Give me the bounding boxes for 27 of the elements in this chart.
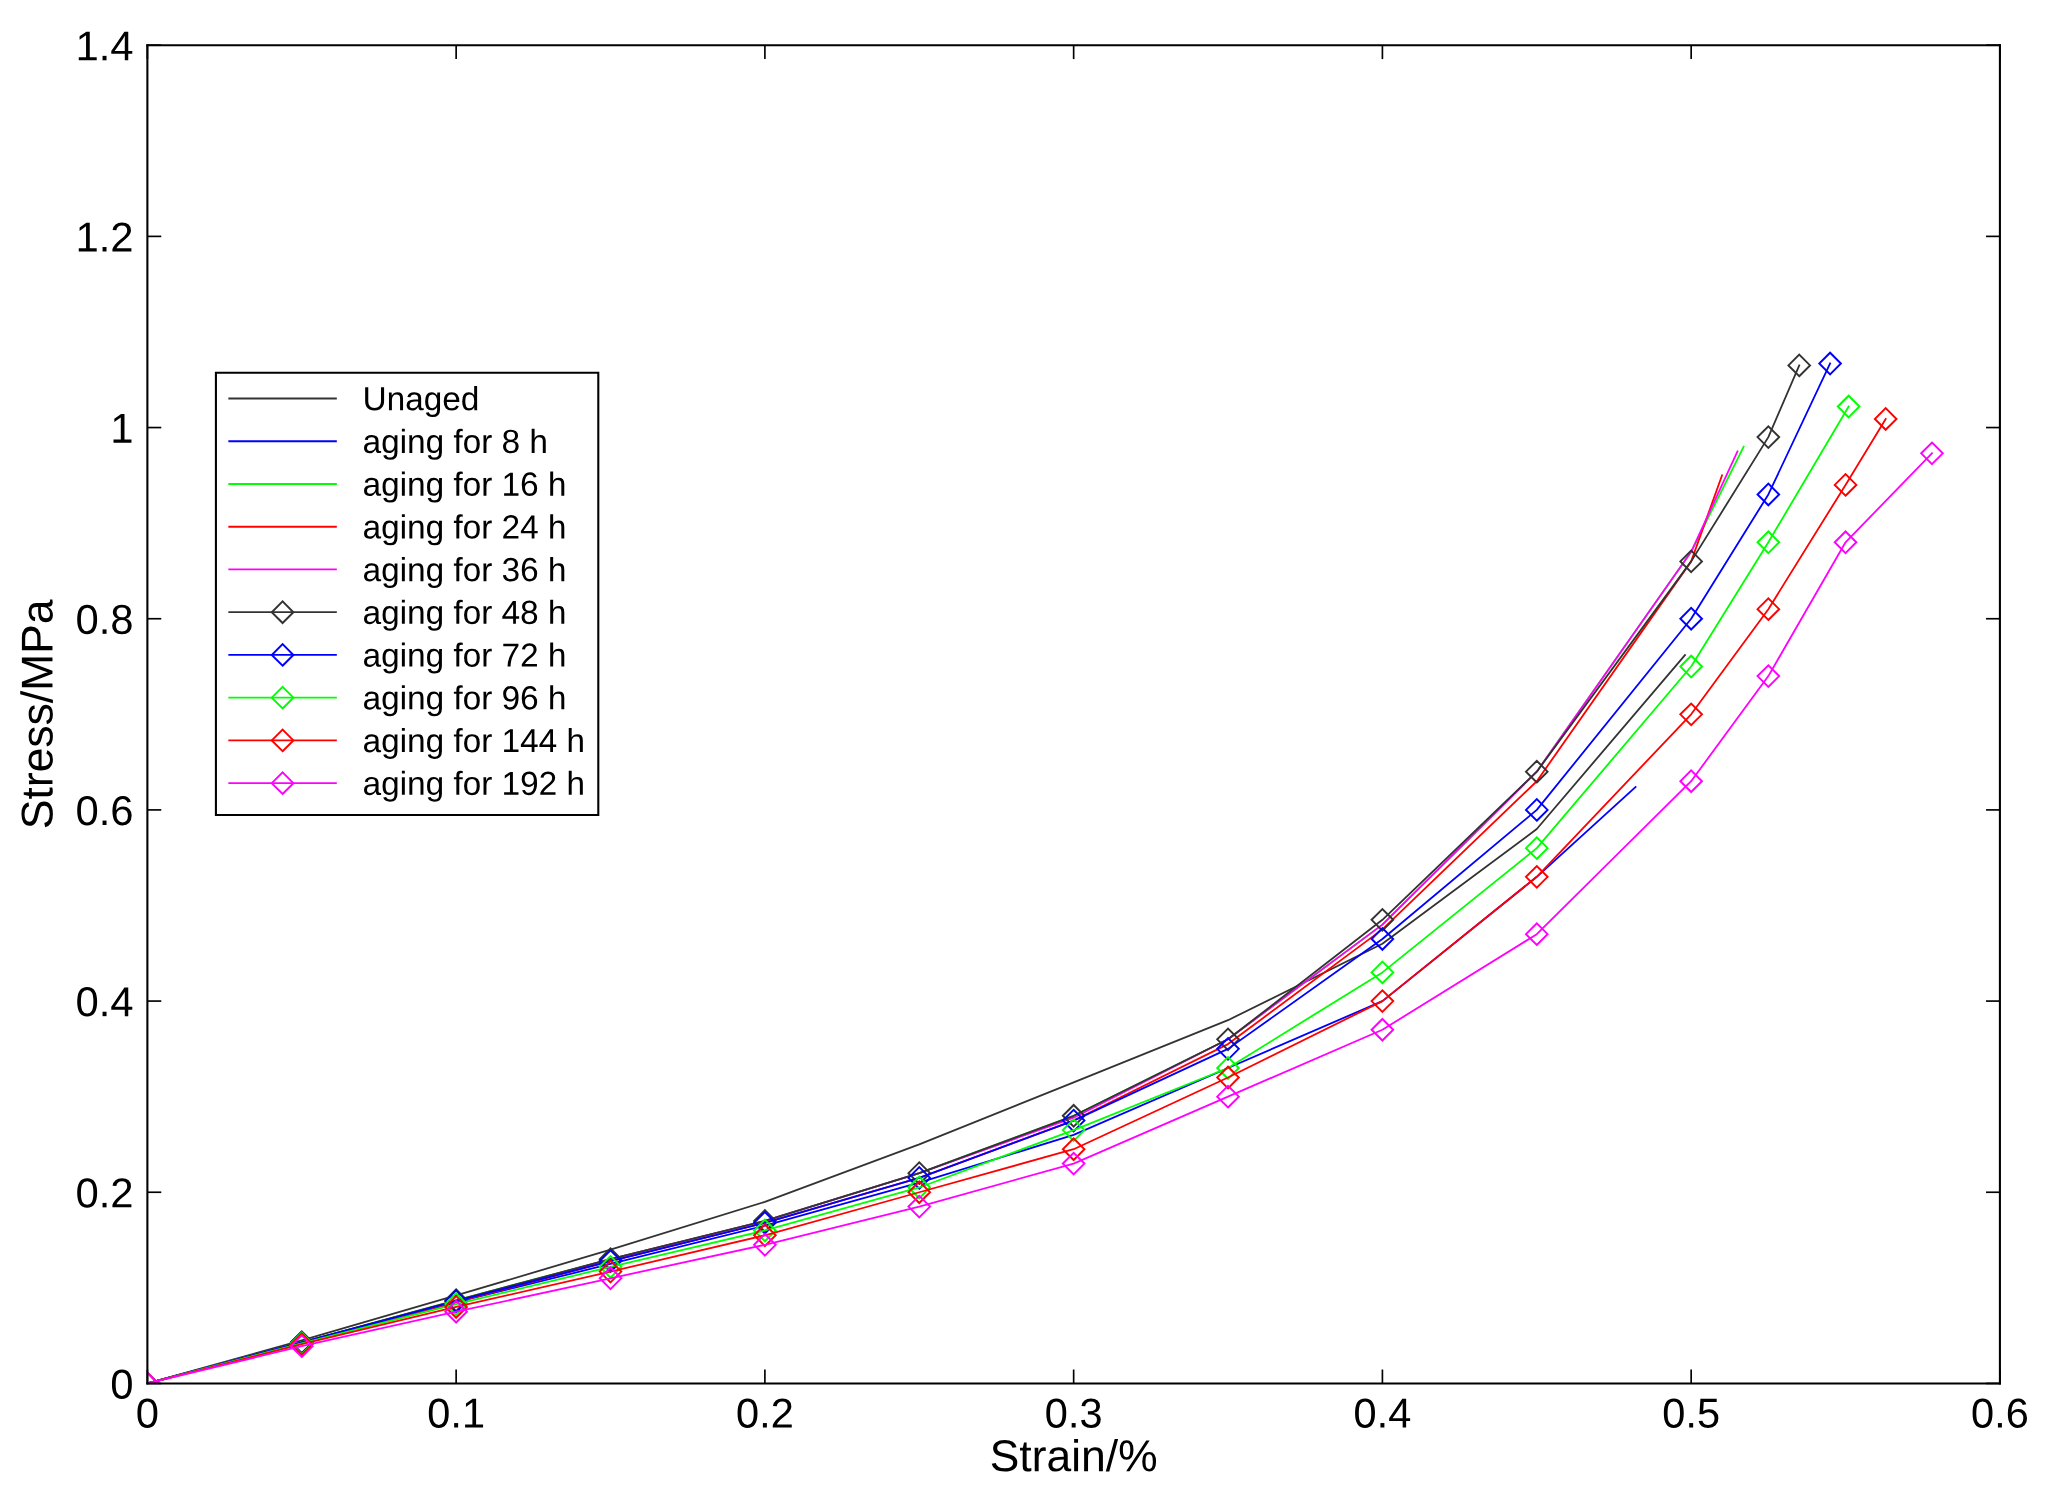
legend-label: aging for 72 h xyxy=(364,642,565,674)
x-tick-label: 0.4 xyxy=(1355,1398,1411,1428)
legend-label: aging for 144 h xyxy=(364,727,583,759)
legend-label: aging for 96 h xyxy=(364,685,565,717)
y-tick-label: 0.2 xyxy=(77,1178,132,1208)
y-tick-label: 1.2 xyxy=(78,222,132,252)
y-tick-label: 0.8 xyxy=(77,604,132,635)
x-tick-label: 0.1 xyxy=(428,1398,484,1428)
y-tick-label: 0 xyxy=(111,1369,132,1399)
x-tick-label: 0.2 xyxy=(737,1398,792,1428)
x-axis-title: Strain/% xyxy=(991,1438,1157,1472)
y-tick-label: 1 xyxy=(113,413,132,443)
y-axis-title: Stress/MPa xyxy=(20,599,53,828)
legend-label: aging for 192 h xyxy=(364,770,583,802)
y-tick-label: 1.4 xyxy=(78,31,133,61)
legend-label: aging for 36 h xyxy=(364,556,565,589)
legend-label: aging for 48 h xyxy=(364,599,565,631)
x-tick-label: 0.6 xyxy=(1972,1398,2028,1428)
y-tick-label: 0.4 xyxy=(77,987,133,1017)
legend-label: Unaged xyxy=(365,386,478,418)
x-tick-label: 0 xyxy=(137,1398,158,1428)
legend-label: aging for 8 h xyxy=(364,428,546,460)
y-tick-label: 0.6 xyxy=(77,795,132,826)
legend-label: aging for 16 h xyxy=(364,471,565,503)
x-tick-label: 0.3 xyxy=(1046,1398,1101,1428)
legend-label: aging for 24 h xyxy=(364,514,565,546)
x-tick-label: 0.5 xyxy=(1663,1398,1719,1428)
